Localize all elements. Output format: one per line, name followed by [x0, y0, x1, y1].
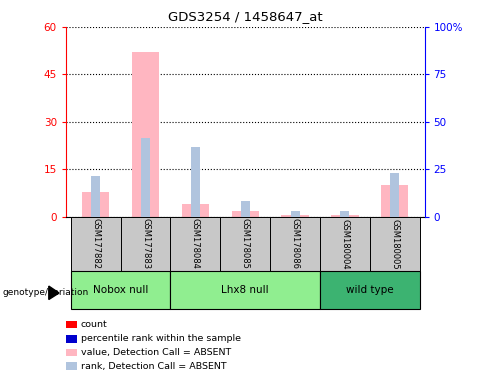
Text: GSM178086: GSM178086: [290, 218, 300, 269]
FancyBboxPatch shape: [370, 217, 420, 271]
Bar: [231, 211, 259, 217]
Bar: [340, 211, 349, 217]
FancyBboxPatch shape: [121, 217, 170, 271]
Text: GSM178085: GSM178085: [241, 218, 250, 269]
Bar: [381, 185, 408, 217]
FancyBboxPatch shape: [71, 271, 170, 309]
Text: GSM177882: GSM177882: [91, 218, 100, 269]
Text: count: count: [81, 320, 107, 329]
Text: GSM178084: GSM178084: [191, 218, 200, 269]
Bar: [141, 138, 150, 217]
FancyBboxPatch shape: [270, 217, 320, 271]
Text: GSM180005: GSM180005: [390, 218, 399, 269]
Text: rank, Detection Call = ABSENT: rank, Detection Call = ABSENT: [81, 362, 226, 371]
Text: GSM180004: GSM180004: [340, 218, 349, 269]
Bar: [331, 215, 359, 217]
Text: GSM177883: GSM177883: [141, 218, 150, 270]
Bar: [282, 215, 309, 217]
Bar: [182, 204, 209, 217]
Text: Lhx8 null: Lhx8 null: [222, 285, 269, 295]
Text: genotype/variation: genotype/variation: [2, 288, 89, 298]
Bar: [390, 173, 399, 217]
Text: percentile rank within the sample: percentile rank within the sample: [81, 334, 241, 343]
FancyBboxPatch shape: [320, 217, 370, 271]
FancyBboxPatch shape: [320, 271, 420, 309]
Title: GDS3254 / 1458647_at: GDS3254 / 1458647_at: [168, 10, 323, 23]
FancyBboxPatch shape: [220, 217, 270, 271]
FancyBboxPatch shape: [170, 217, 220, 271]
Text: value, Detection Call = ABSENT: value, Detection Call = ABSENT: [81, 348, 231, 357]
Bar: [241, 201, 250, 217]
Bar: [91, 176, 100, 217]
Bar: [290, 211, 300, 217]
Bar: [82, 192, 109, 217]
Bar: [191, 147, 200, 217]
Text: wild type: wild type: [346, 285, 394, 295]
FancyBboxPatch shape: [71, 217, 121, 271]
FancyBboxPatch shape: [170, 271, 320, 309]
Bar: [132, 52, 159, 217]
Polygon shape: [49, 286, 59, 300]
Text: Nobox null: Nobox null: [93, 285, 148, 295]
